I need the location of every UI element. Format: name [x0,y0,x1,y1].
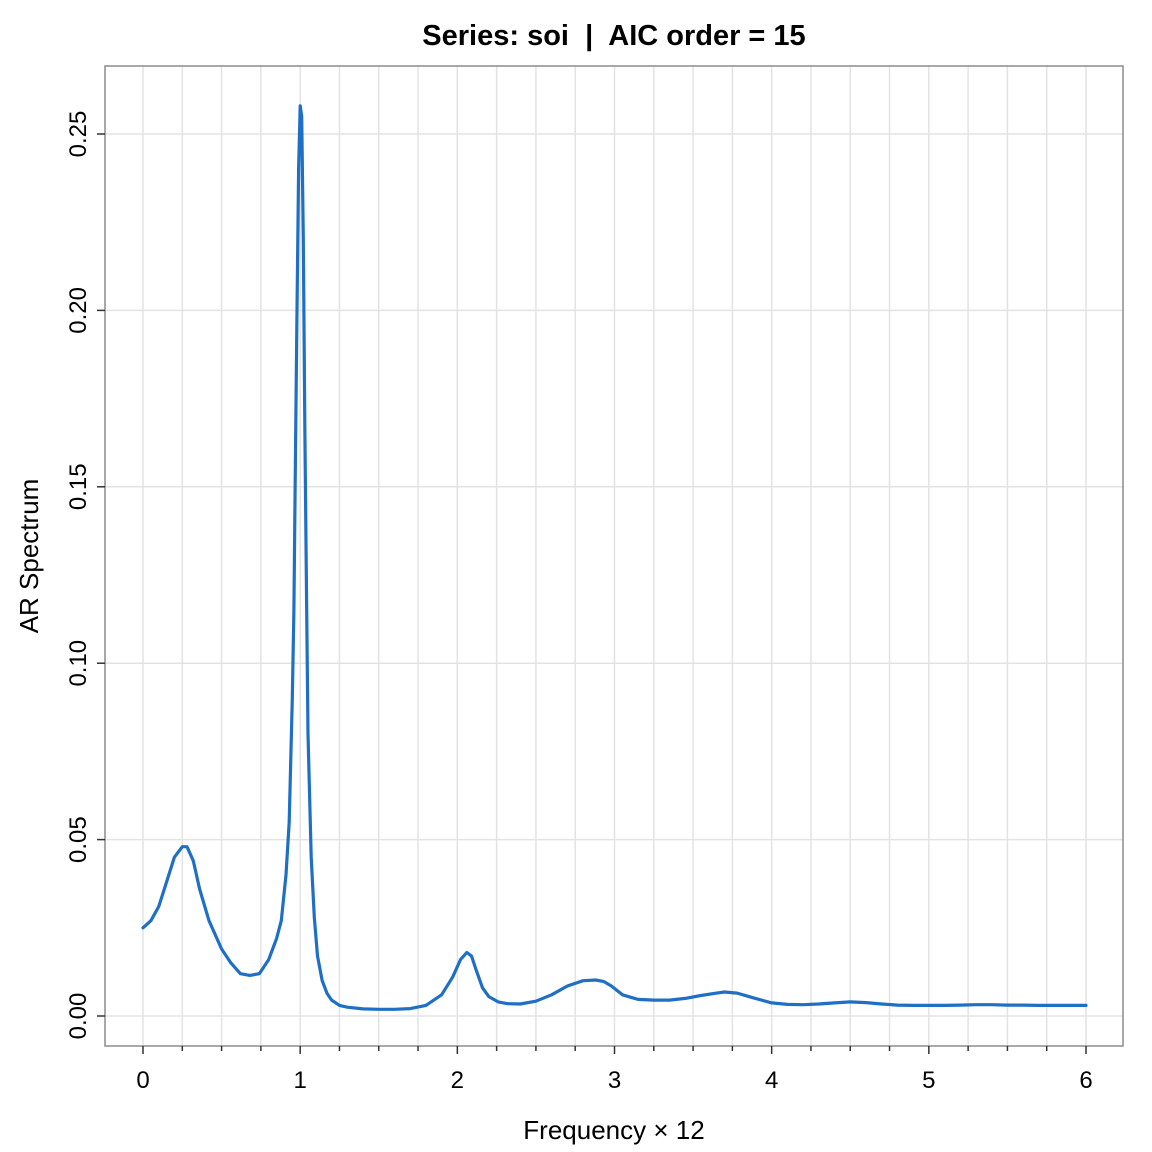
x-tick-label: 0 [136,1067,149,1094]
x-tick-label: 3 [608,1067,621,1094]
y-tick-label: 0.00 [65,993,92,1040]
x-tick-label: 4 [765,1067,778,1094]
spectrum-line [141,104,1088,1011]
tick-labels: 0 1 2 3 4 5 6 0.00 0.05 0.10 0.15 0.20 0.25 [65,111,1093,1094]
y-tick-label: 0.20 [65,287,92,334]
gridlines [105,66,1123,1046]
x-axis-label: Frequency × 12 [523,1115,704,1145]
y-tick-label: 0.05 [65,816,92,863]
x-tick-label: 5 [922,1067,935,1094]
chart-title: Series: soi | AIC order = 15 [422,20,805,52]
y-axis-label: AR Spectrum [14,479,44,634]
y-tick-label: 0.10 [65,640,92,687]
axis-ticks [97,133,1087,1054]
x-tick-label: 1 [293,1067,306,1094]
x-tick-label: 6 [1079,1067,1092,1094]
y-tick-label: 0.25 [65,111,92,158]
y-tick-label: 0.15 [65,463,92,510]
x-tick-label: 2 [451,1067,464,1094]
series-layer [141,104,1088,1011]
